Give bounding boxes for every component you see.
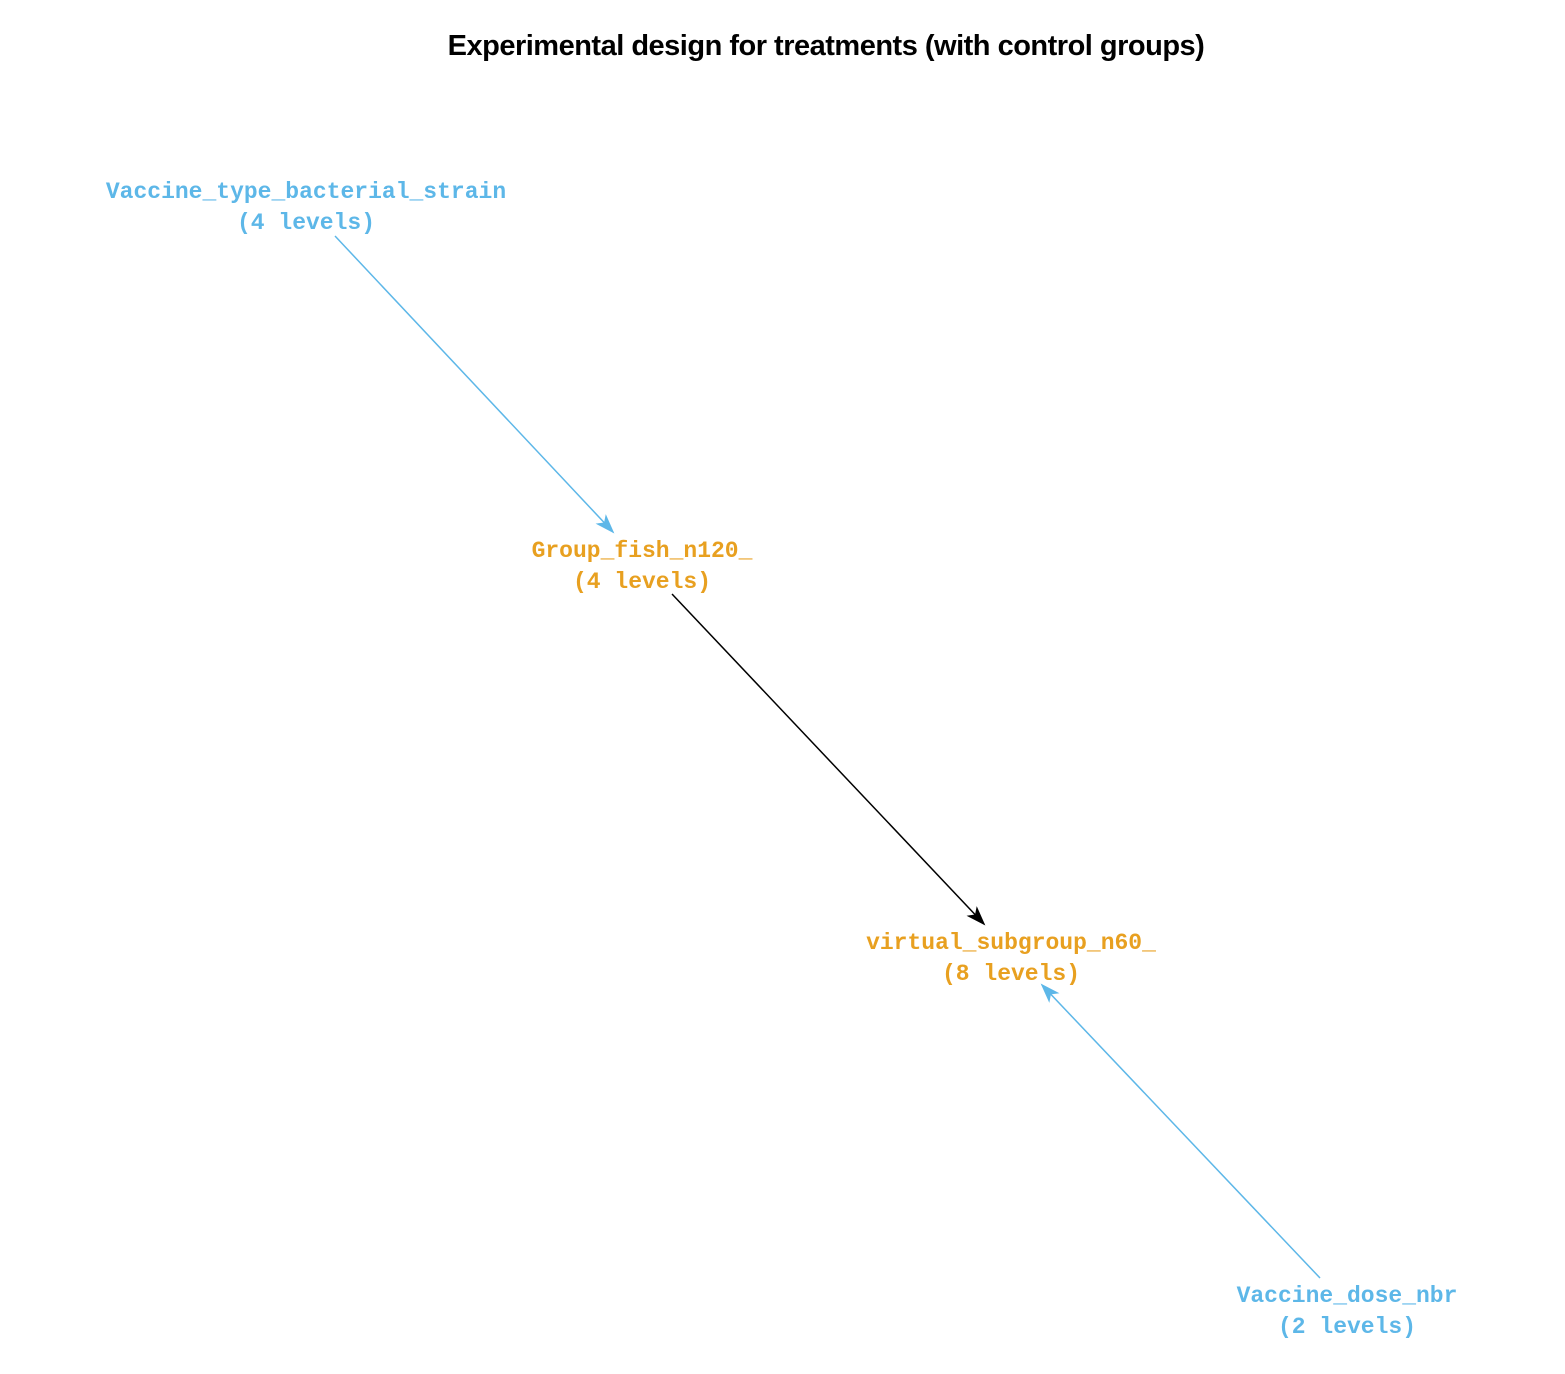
node-vaccine-dose-levels: (2 levels) [1278,1314,1416,1340]
node-vaccine-type: Vaccine_type_bacterial_strain (4 levels) [106,179,506,236]
node-vaccine-type-name: Vaccine_type_bacterial_strain [106,179,506,205]
edge-vaccine-dose-to-virtual-subgroup [1040,983,1321,1279]
node-group-fish: Group_fish_n120_ (4 levels) [532,538,753,595]
node-virtual-subgroup: virtual_subgroup_n60_ (8 levels) [866,930,1156,987]
node-group-fish-levels: (4 levels) [573,569,711,595]
node-virtual-subgroup-name: virtual_subgroup_n60_ [866,930,1156,956]
node-vaccine-dose: Vaccine_dose_nbr (2 levels) [1237,1283,1458,1340]
edge-vaccine-type-to-group-fish [334,235,615,534]
node-vaccine-dose-name: Vaccine_dose_nbr [1237,1283,1458,1309]
node-virtual-subgroup-levels: (8 levels) [942,961,1080,987]
diagram-title: Experimental design for treatments (with… [447,30,1205,62]
node-vaccine-type-levels: (4 levels) [237,210,375,236]
edge-group-fish-to-virtual-subgroup [671,593,986,926]
node-group-fish-name: Group_fish_n120_ [532,538,753,564]
